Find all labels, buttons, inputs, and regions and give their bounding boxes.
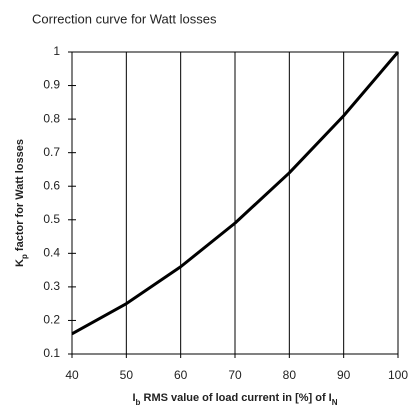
x-tick-label: 50 [120,368,134,382]
y-tick-label: 0.9 [43,78,60,92]
x-tick-label: 60 [174,368,188,382]
label-part: factor for Watt losses [14,139,26,254]
subscript: p [20,254,29,259]
x-tick-label: 80 [283,368,297,382]
label-part: I [132,392,135,404]
axis-label: Kp factor for Watt losses [14,139,29,267]
plot-frame [71,51,399,355]
subscript: b [136,398,141,407]
y-tick-label: 0.3 [43,279,60,293]
x-tick-label: 100 [388,368,408,382]
chart-title: Correction curve for Watt losses [32,11,217,26]
subscript: N [332,398,338,407]
y-tick-label: 0.7 [43,145,60,159]
y-tick-label: 0.2 [43,313,60,327]
x-tick-label: 90 [337,368,351,382]
y-tick-label: 1 [53,44,60,58]
y-tick-label: 0.1 [43,346,60,360]
label-part: RMS value of load current in [%] of I [140,392,331,404]
y-tick-label: 0.4 [43,246,60,260]
y-tick-label: 0.8 [43,111,60,125]
x-tick-label: 70 [228,368,242,382]
axis-label: Ib RMS value of load current in [%] of I… [132,392,337,407]
line [71,51,400,336]
x-tick-label: 40 [65,368,79,382]
y-tick-label: 0.6 [43,178,60,192]
label-part: K [14,259,26,267]
y-tick-label: 0.5 [43,212,60,226]
